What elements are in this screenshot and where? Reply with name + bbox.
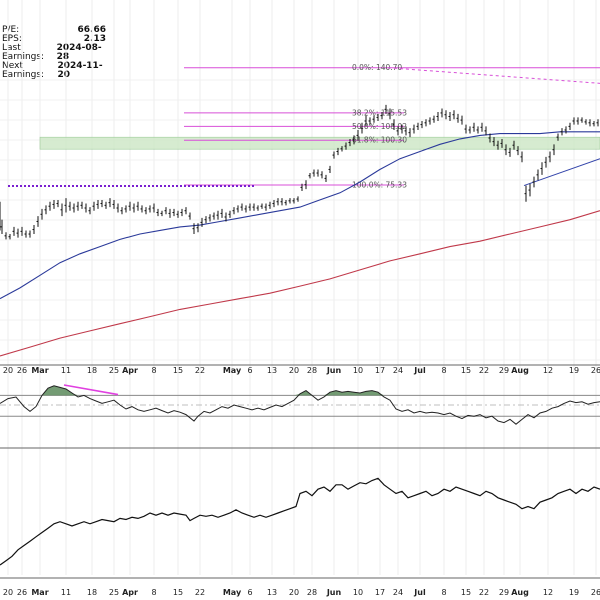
x-tick-label: 26 (591, 588, 600, 597)
x-tick-label: 15 (173, 588, 183, 597)
relative-strength-line (0, 477, 600, 566)
pe-label: P/E: (2, 25, 20, 35)
x-tick-label: 18 (87, 366, 97, 375)
fib-level-label: 38.2%: 115.53 (352, 108, 407, 117)
oscillator-panel (0, 384, 600, 425)
x-tick-label: 15 (461, 366, 471, 375)
x-tick-label: 17 (375, 366, 385, 375)
x-tick-label: 29 (499, 366, 509, 375)
x-tick-label: 19 (569, 588, 579, 597)
x-tick-label: Jun (326, 588, 342, 597)
panel-borders (0, 364, 600, 579)
x-tick-label: 10 (353, 588, 363, 597)
x-axis-ticks: 20202626MarMar111118182525AprApr88151522… (3, 366, 600, 597)
eps-label: EPS: (2, 34, 22, 44)
x-tick-label: 11 (61, 588, 71, 597)
x-tick-label: 20 (3, 366, 13, 375)
x-tick-label: 15 (461, 588, 471, 597)
divergence-line (63, 384, 119, 396)
x-tick-label: Mar (31, 588, 48, 597)
x-tick-label: 19 (569, 366, 579, 375)
price-panel (0, 104, 600, 357)
x-tick-label: 22 (479, 588, 489, 597)
oscillator-overbought-fill (0, 385, 600, 396)
support-zone (39, 136, 600, 150)
x-tick-label: 13 (267, 366, 277, 375)
x-tick-label: 12 (543, 588, 553, 597)
x-tick-label: Jul (413, 366, 426, 375)
x-tick-label: 20 (3, 588, 13, 597)
last-earnings-row: Last Earnings: 2024-08-28 (2, 44, 106, 62)
x-tick-label: 28 (307, 366, 317, 375)
x-tick-label: 6 (247, 588, 252, 597)
x-tick-label: 22 (195, 588, 205, 597)
x-tick-label: 29 (499, 588, 509, 597)
x-tick-label: 26 (591, 366, 600, 375)
rising-trendline (523, 158, 600, 187)
x-tick-label: 24 (393, 588, 403, 597)
x-tick-label: Apr (122, 366, 138, 375)
x-tick-label: 12 (543, 366, 553, 375)
x-tick-label: 15 (173, 366, 183, 375)
relative-strength-panel (0, 477, 600, 566)
next-earnings-label: Next Earnings: (2, 61, 45, 80)
x-tick-label: Jul (413, 588, 426, 597)
x-tick-label: May (223, 588, 242, 597)
eps-row: EPS: 2.13 (2, 35, 106, 44)
x-tick-label: May (223, 366, 242, 375)
x-tick-label: 26 (17, 366, 27, 375)
fib-level-label: 50.0%: 108.02 (352, 122, 407, 131)
fib-level-label: 0.0%: 140.70 (352, 63, 402, 72)
chart-grid (0, 0, 600, 575)
x-tick-label: 6 (247, 366, 252, 375)
x-tick-label: 10 (353, 366, 363, 375)
last-earnings-label: Last Earnings: (2, 43, 45, 62)
x-tick-label: 22 (479, 366, 489, 375)
x-tick-label: 13 (267, 588, 277, 597)
oscillator-line (0, 385, 600, 425)
x-tick-label: 28 (307, 588, 317, 597)
x-tick-label: 17 (375, 588, 385, 597)
eps-value: 2.13 (83, 34, 106, 44)
x-tick-label: 26 (17, 588, 27, 597)
last-earnings-value: 2024-08-28 (56, 43, 102, 62)
x-tick-label: Mar (31, 366, 48, 375)
x-tick-label: 8 (151, 588, 156, 597)
x-tick-label: Aug (511, 588, 529, 597)
x-tick-label: 11 (61, 366, 71, 375)
next-earnings-value: 2024-11-20 (57, 61, 103, 80)
x-tick-label: 25 (109, 588, 119, 597)
x-tick-label: 24 (393, 366, 403, 375)
x-tick-label: Apr (122, 588, 138, 597)
x-tick-label: Aug (511, 366, 529, 375)
x-tick-label: 18 (87, 588, 97, 597)
fib-level-label: 61.8%: 100.30 (352, 136, 407, 145)
x-tick-label: 20 (289, 366, 299, 375)
fib-level-label: 100.0%: 75.33 (352, 180, 407, 189)
x-tick-label: 8 (151, 366, 156, 375)
sma-fast-line (0, 131, 600, 300)
x-tick-label: 8 (441, 588, 446, 597)
sma-slow-line (0, 210, 600, 357)
fibonacci-levels: 0.0%: 140.70 38.2%: 115.53 50.0%: 108.02 61… (8, 63, 600, 189)
x-tick-label: Jun (326, 366, 342, 375)
next-earnings-row: Next Earnings: 2024-11-20 (2, 62, 106, 80)
x-tick-label: 25 (109, 366, 119, 375)
x-tick-label: 8 (441, 366, 446, 375)
x-tick-label: 20 (289, 588, 299, 597)
x-tick-label: 22 (195, 366, 205, 375)
